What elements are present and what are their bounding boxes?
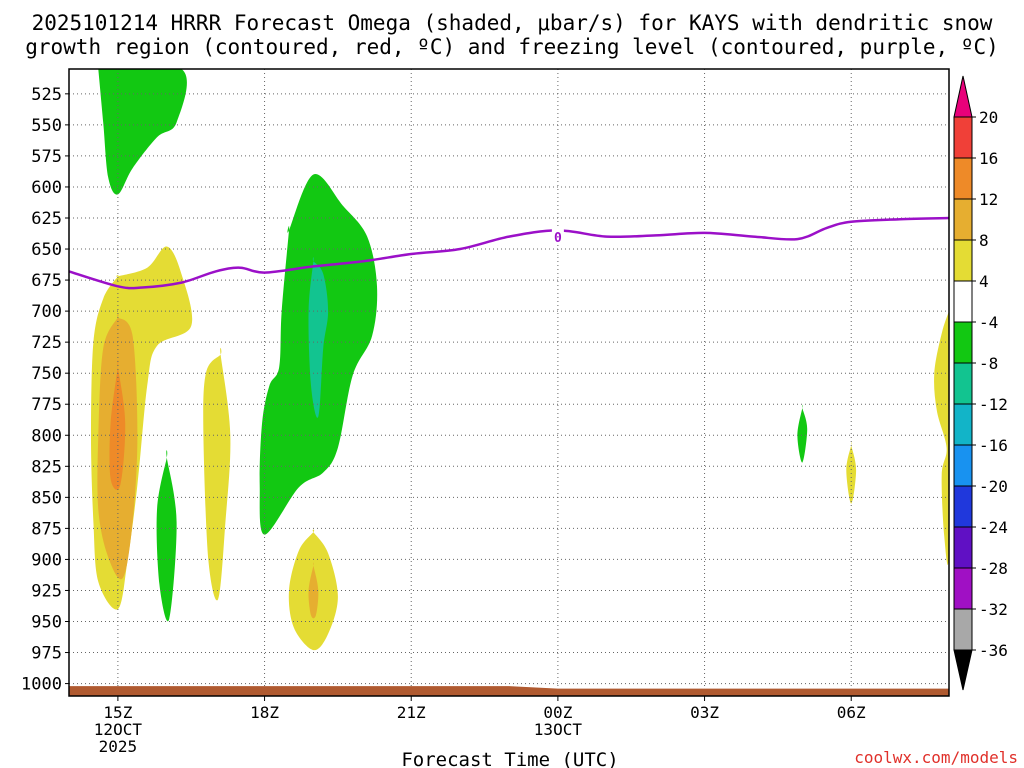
colorbar-bottom-arrow [953, 649, 973, 691]
colorbar-bin-9 [953, 444, 973, 487]
x-tick-label-24-0: 00Z [543, 703, 572, 722]
colorbar: 20 16 12 8 4 -4 -8 -12 -16 -20 -24 -28 -32 -36 [953, 75, 1008, 691]
colorbar-bin-6 [953, 321, 973, 364]
credit-link[interactable]: coolwx.com/models [854, 748, 1018, 767]
y-tick-label-625: 625 [31, 209, 62, 229]
y-tick-label-875: 875 [31, 519, 62, 539]
x-tick-label-21-0: 21Z [397, 703, 426, 722]
y-tick-label-975: 975 [31, 644, 62, 664]
y-tick-label-900: 900 [31, 550, 62, 570]
x-tick-label-15-0: 15Z [103, 703, 132, 722]
plot-area: 0 [68, 68, 950, 697]
x-tick-label-27-0: 03Z [690, 703, 719, 722]
chart-title-line1: 2025101214 HRRR Forecast Omega (shaded, … [32, 11, 993, 35]
y-tick-label-700: 700 [31, 302, 62, 322]
colorbar-bin-7 [953, 362, 973, 405]
y-tick-label-950: 950 [31, 613, 62, 633]
colorbar-label-6: -8 [979, 354, 998, 373]
y-tick-label-925: 925 [31, 581, 62, 601]
colorbar-label-1: 16 [979, 149, 998, 168]
colorbar-bin-13 [953, 608, 973, 651]
colorbar-label-8: -16 [979, 436, 1008, 455]
omega-region-5 [156, 450, 177, 622]
colorbar-label-2: 12 [979, 190, 998, 209]
x-tick-label-15-1: 12OCT [94, 720, 143, 739]
freezing-level-label: 0 [554, 231, 562, 246]
colorbar-bin-4 [953, 239, 973, 282]
colorbar-label-3: 8 [979, 231, 989, 250]
x-tick-label-15-2: 2025 [99, 737, 138, 756]
colorbar-bin-8 [953, 403, 973, 446]
colorbar-bin-11 [953, 526, 973, 569]
y-tick-label-750: 750 [31, 364, 62, 384]
x-tick-label-30-0: 06Z [837, 703, 866, 722]
y-tick-label-525: 525 [31, 85, 62, 105]
colorbar-bin-1 [953, 116, 973, 159]
colorbar-bin-10 [953, 485, 973, 528]
y-tick-label-800: 800 [31, 426, 62, 446]
colorbar-label-5: -4 [979, 313, 998, 332]
y-tick-label-550: 550 [31, 116, 62, 136]
y-tick-label-650: 650 [31, 240, 62, 260]
colorbar-bin-5 [953, 280, 973, 323]
plot-inner: 0 [69, 69, 949, 696]
omega-region-6 [203, 347, 231, 601]
y-tick-label-575: 575 [31, 147, 62, 167]
freezing-level-contour [69, 216, 949, 290]
y-tick-label-825: 825 [31, 457, 62, 477]
colorbar-bin-2 [953, 157, 973, 200]
colorbar-label-4: 4 [979, 272, 989, 291]
y-axis: 525 550 575 600 625 650 675 700 725 750 775 800 825 8… [21, 85, 69, 695]
x-axis-label: Forecast Time (UTC) [401, 749, 618, 768]
grid [69, 69, 949, 696]
y-tick-label-1000: 1000 [21, 675, 62, 695]
colorbar-bin-12 [953, 567, 973, 610]
omega-region-11 [797, 404, 808, 463]
chart-title-line2: growth region (contoured, red, ºC) and f… [25, 35, 999, 59]
y-tick-label-850: 850 [31, 488, 62, 508]
colorbar-label-13: -36 [979, 641, 1008, 660]
y-tick-label-675: 675 [31, 271, 62, 291]
x-tick-label-18-0: 18Z [250, 703, 279, 722]
freezing-level-label-bg [551, 228, 564, 244]
omega-region-12 [846, 442, 857, 504]
plot-frame [68, 68, 950, 697]
omega-region-13 [934, 311, 949, 566]
colorbar-bin-3 [953, 198, 973, 241]
colorbar-label-10: -24 [979, 518, 1008, 537]
omega-region-8 [308, 257, 329, 418]
colorbar-label-9: -20 [979, 477, 1008, 496]
y-tick-label-775: 775 [31, 395, 62, 415]
colorbar-label-0: 20 [979, 108, 998, 127]
colorbar-label-11: -28 [979, 559, 1008, 578]
ground-surface [69, 686, 949, 696]
colorbar-label-7: -12 [979, 395, 1008, 414]
x-tick-label-24-1: 13OCT [534, 720, 583, 739]
omega-region-1 [98, 69, 187, 195]
y-tick-label-725: 725 [31, 333, 62, 353]
y-tick-label-600: 600 [31, 178, 62, 198]
colorbar-label-12: -32 [979, 600, 1008, 619]
omega-region-4 [109, 360, 126, 490]
